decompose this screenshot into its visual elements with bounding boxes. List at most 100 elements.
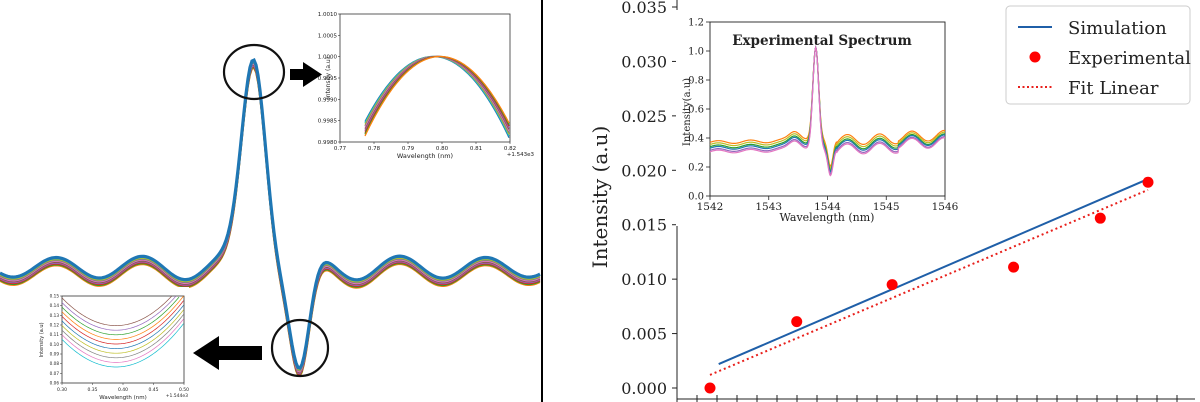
zoom-dip-line-9 [61,295,177,331]
main-chart-y-tick-label: 0.010 [621,270,667,289]
inset-spectrum-line-2 [709,45,946,170]
experimental-point-4 [1008,261,1020,273]
zoom-peak-line-10 [364,55,510,137]
zoom-dip-line-5 [61,305,184,349]
zoom-dip-offset-text: +1.544e3 [166,393,188,399]
left-arrow-icon [193,336,262,370]
zoom-peak-y-tick-label: 0.9980 [318,140,338,146]
main-chart-y-tick-label: 0.015 [621,216,667,235]
zoom-peak-x-tick-label: 0.80 [436,146,449,152]
zoom-dip-x-tick-label: 0.30 [57,387,67,393]
experimental-spectrum-inset: 1542 1543 1544 1545 1546 0.0 0.2 0.4 0.6 0.8 1.0 1.… [676,10,959,226]
zoom-dip-line-1 [61,323,184,368]
legend-experimental-label: Experimental [1068,48,1191,69]
zoom-dip-line-3 [61,314,184,359]
inset-y-tick-label: 0.2 [688,163,704,174]
inset-x-tick-label: 1543 [755,201,782,213]
zoom-dip-curves [61,295,184,368]
zoom-dip-y-tick-label: 0.08 [50,361,60,366]
inset-y-tick-label: 0.8 [688,76,704,87]
zoom-dip-line-7 [61,295,184,340]
zoom-peak-y-tick-label: 1.0010 [318,12,338,18]
experimental-point-5 [1094,212,1106,224]
inset-y-label: Intensity(a.u) [682,78,693,146]
inset-spectrum-line-4 [709,45,946,173]
zoom-peak-y-tick-label: 0.9990 [318,97,338,103]
zoom-dip-y-tick-label: 0.11 [50,332,60,337]
main-chart-y-tick-label: 0.000 [621,379,667,398]
zoom-peak-x-tick-label: 0.78 [368,146,381,152]
zoom-peak-y-tick-label: 1.0000 [318,55,338,61]
main-chart-y-tick-label: 0.035 [621,0,667,17]
main-chart-y-tick-label: 0.030 [621,52,667,71]
main-chart-axes: 0.000 0.005 0.010 0.015 0.020 0.025 0.030 0.035 [621,0,1195,402]
inset-ticks: 1542 1543 1544 1545 1546 0.0 0.2 0.4 0.6 0.8 1.0 1.… [688,18,959,214]
zoom-dip-x-tick-label: 0.40 [118,387,128,393]
zoom-dip-line-10 [61,296,172,326]
inset-spectrum-line-1 [709,45,946,168]
peak-highlight-circle [222,43,286,101]
inset-y-tick-label: 1.0 [688,47,704,58]
zoom-dip-y-tick-label: 0.10 [50,342,60,347]
inset-title: Experimental Spectrum [732,33,912,49]
zoom-dip-x-tick-label: 0.35 [87,387,97,393]
main-chart-y-tick-label: 0.020 [621,161,667,180]
legend-simulation-label: Simulation [1068,18,1167,39]
zoom-dip-line-4 [61,309,184,354]
zoom-dip-line-2 [61,318,184,363]
zoom-dip-y-ticks: 0.15 0.14 0.13 0.12 0.11 0.10 0.09 0.08 0.07 0.06 [50,294,62,386]
main-chart-y-tick-label: 0.025 [621,107,667,126]
inset-spectrum-curves [709,45,946,177]
zoom-dip-y-tick-label: 0.13 [50,313,60,318]
zoom-inset-peak: 1.0010 1.0005 1.0000 0.9995 0.9990 0.9985 0.99… [318,0,536,165]
inset-x-tick-label: 1542 [697,201,724,213]
zoom-dip-x-ticks: 0.30 0.35 0.40 0.45 0.50 [57,383,189,393]
zoom-inset-dip: 0.15 0.14 0.13 0.12 0.11 0.10 0.09 0.08 0.07 0.06… [33,287,189,402]
fit-linear-line [709,188,1149,376]
zoom-peak-y-tick-label: 0.9995 [318,76,338,82]
dip-highlight-circle [270,318,330,378]
experimental-point-6 [1142,176,1154,188]
zoom-peak-y-tick-label: 0.9985 [318,119,338,125]
zoom-peak-x-label: Wavelength (nm) [397,152,453,160]
zoom-peak-x-tick-label: 0.77 [334,146,347,152]
simulation-line [718,178,1149,366]
zoom-peak-offset-text: +1.543e3 [507,152,535,158]
zoom-peak-x-ticks: 0.77 0.78 0.79 0.80 0.81 0.82 [334,142,516,152]
inset-spectrum-line-6 [709,45,946,177]
legend: Simulation Experimental Fit Linear [1005,5,1191,105]
zoom-dip-x-label: Wavelength (nm) [99,395,147,401]
legend-fit-linear-label: Fit Linear [1068,78,1159,99]
zoom-dip-x-tick-label: 0.45 [148,387,158,393]
zoom-peak-curves [364,55,510,138]
zoom-dip-y-tick-label: 0.12 [50,323,60,328]
zoom-dip-y-tick-label: 0.14 [50,303,60,308]
inset-y-tick-label: 0.6 [688,105,704,116]
zoom-dip-line-6 [61,300,184,345]
inset-y-tick-label: 1.2 [688,18,704,29]
zoom-peak-y-tick-label: 1.0005 [318,33,338,39]
inset-x-tick-label: 1545 [873,201,900,213]
panel-divider [541,0,543,402]
experimental-point-1 [704,382,716,394]
zoom-peak-x-tick-label: 0.82 [504,146,516,152]
zoom-dip-line-8 [61,296,180,336]
zoom-peak-x-tick-label: 0.79 [402,146,415,152]
inset-x-tick-label: 1546 [932,201,959,213]
inset-spectrum-line-5 [709,45,946,176]
zoom-dip-y-tick-label: 0.06 [50,381,60,386]
right-arrow-icon [290,62,322,87]
zoom-dip-y-tick-label: 0.07 [50,371,60,376]
zoom-dip-y-label: Intensity (a.u) [39,322,45,357]
main-spectrum-curves [0,57,541,378]
experimental-point-3 [886,279,898,291]
inset-x-tick-label: 1544 [814,201,841,213]
legend-experimental-marker [1029,51,1041,63]
zoom-peak-y-ticks: 1.0010 1.0005 1.0000 0.9995 0.9990 0.9985 0.99… [318,12,340,146]
left-spectrum-figure: 1.0010 1.0005 1.0000 0.9995 0.9990 0.9985 0.99… [0,0,541,402]
main-chart-y-tick-label: 0.005 [621,325,667,344]
zoom-peak-x-tick-label: 0.81 [470,146,482,152]
experimental-point-2 [791,316,803,328]
main-spectrum-line-1 [0,57,541,370]
inset-y-tick-label: 0.0 [688,192,704,203]
